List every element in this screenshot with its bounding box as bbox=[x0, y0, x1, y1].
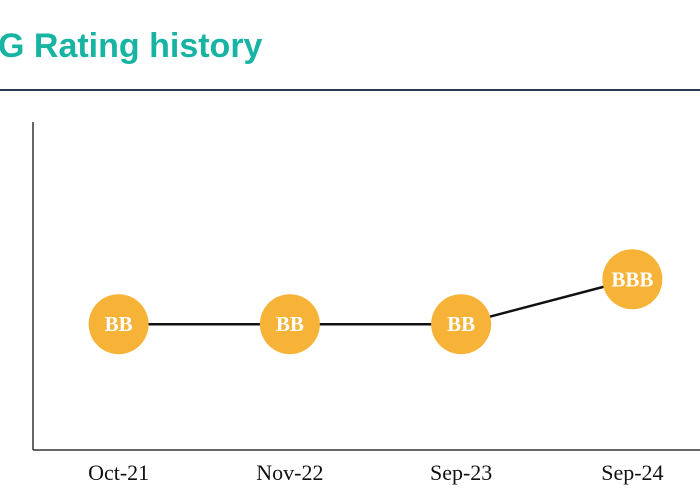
point bbox=[259, 294, 320, 355]
value-label: BBB bbox=[611, 267, 653, 291]
point bbox=[431, 294, 492, 355]
x-tick-label: Sep-24 bbox=[601, 460, 663, 485]
value-label: BB bbox=[447, 312, 475, 336]
point bbox=[602, 249, 663, 310]
value-label: BB bbox=[105, 312, 133, 336]
value-label: BB bbox=[276, 312, 304, 336]
x-tick-label: Oct-21 bbox=[88, 460, 149, 485]
x-tick-label: Sep-23 bbox=[430, 460, 492, 485]
x-tick-label: Nov-22 bbox=[256, 460, 323, 485]
line bbox=[118, 278, 633, 326]
point bbox=[88, 294, 149, 355]
chart-title: G Rating history bbox=[0, 27, 263, 65]
